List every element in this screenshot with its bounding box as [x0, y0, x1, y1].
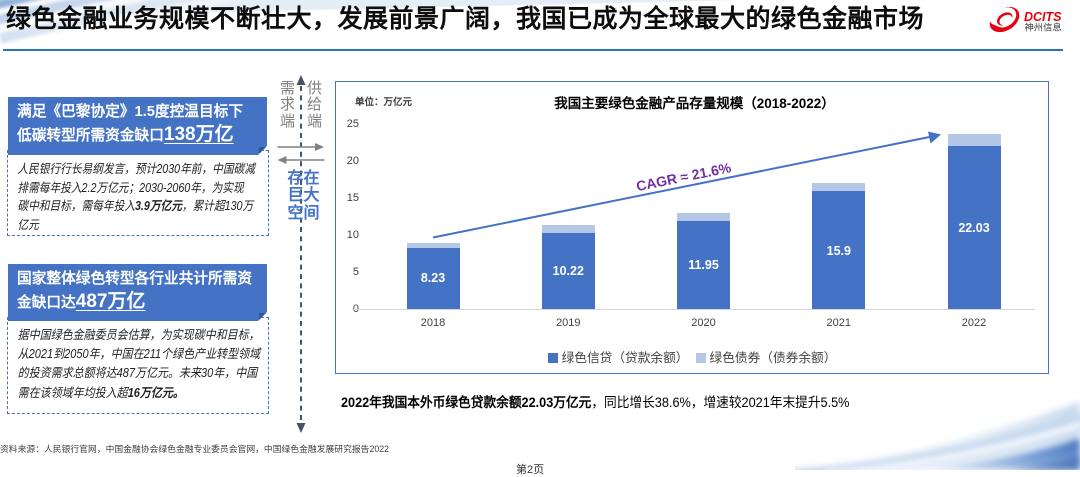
svg-text:神州信息: 神州信息: [1025, 22, 1062, 33]
svg-text:CAGR ≈ 21.6%: CAGR ≈ 21.6%: [635, 159, 733, 194]
svg-text:DCITS: DCITS: [1024, 10, 1062, 24]
